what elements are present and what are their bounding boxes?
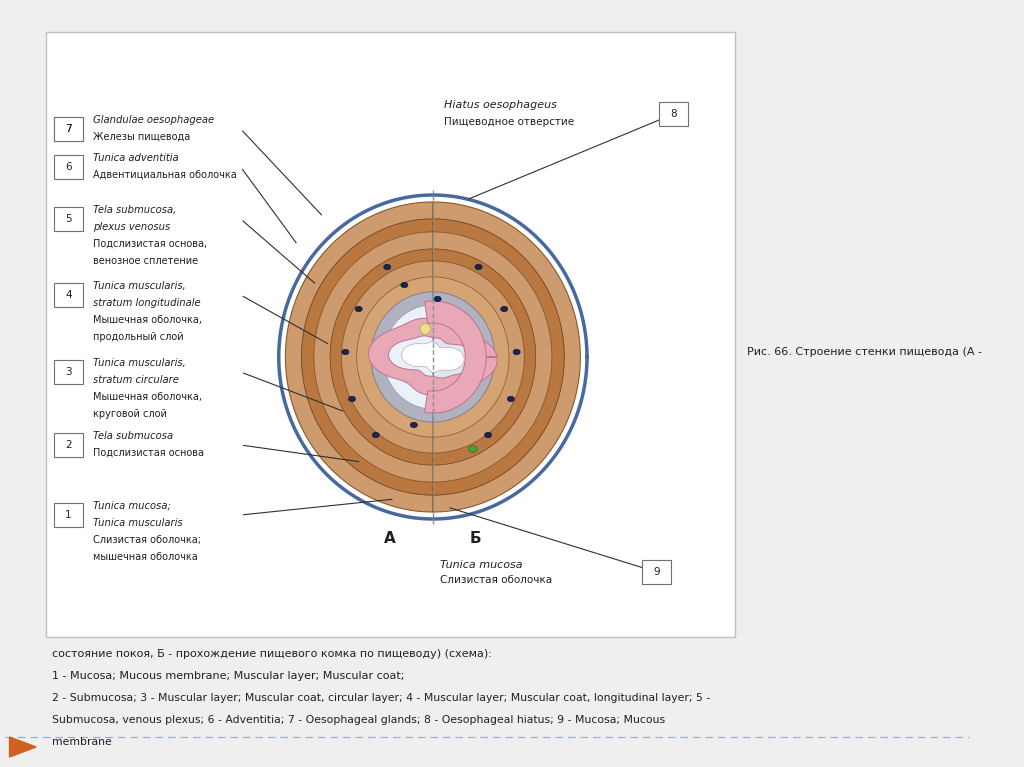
Polygon shape [433, 202, 581, 512]
Text: Б: Б [470, 531, 481, 546]
Text: Подслизистая основа: Подслизистая основа [93, 448, 204, 458]
Text: Submucosa, venous plexus; 6 - Adventitia; 7 - Oesophageal glands; 8 - Oesophagea: Submucosa, venous plexus; 6 - Adventitia… [52, 715, 666, 725]
Polygon shape [369, 318, 498, 396]
Text: Tunica muscularis,: Tunica muscularis, [93, 281, 186, 291]
Ellipse shape [400, 282, 408, 288]
Ellipse shape [513, 349, 520, 355]
Ellipse shape [411, 423, 418, 428]
FancyBboxPatch shape [54, 433, 83, 457]
Circle shape [420, 324, 430, 334]
Polygon shape [286, 202, 433, 512]
Text: stratum longitudinale: stratum longitudinale [93, 298, 201, 308]
Text: 4: 4 [66, 290, 72, 300]
Ellipse shape [469, 446, 477, 453]
Text: Tela submucosa,: Tela submucosa, [93, 205, 176, 215]
Text: 1: 1 [66, 510, 72, 520]
FancyBboxPatch shape [54, 360, 83, 384]
Text: membrane: membrane [52, 737, 112, 747]
Text: Пищеводное отверстие: Пищеводное отверстие [444, 117, 574, 127]
Polygon shape [433, 292, 495, 422]
Text: 8: 8 [671, 109, 677, 119]
Ellipse shape [507, 397, 514, 402]
Text: круговой слой: круговой слой [93, 409, 167, 419]
Polygon shape [433, 261, 524, 453]
Text: Tunica muscularis,: Tunica muscularis, [93, 358, 186, 368]
Text: Подслизистая основа,: Подслизистая основа, [93, 239, 208, 249]
Text: 7: 7 [66, 124, 72, 134]
Text: Glandulae oesophageae: Glandulae oesophageae [93, 115, 214, 125]
FancyBboxPatch shape [54, 207, 83, 231]
FancyBboxPatch shape [54, 117, 83, 141]
Ellipse shape [348, 397, 355, 402]
Polygon shape [9, 737, 36, 757]
Ellipse shape [484, 433, 492, 438]
FancyBboxPatch shape [54, 155, 83, 179]
Text: 3: 3 [66, 367, 72, 377]
Polygon shape [433, 232, 552, 482]
Text: Слизистая оболочка;: Слизистая оболочка; [93, 535, 202, 545]
FancyBboxPatch shape [54, 117, 83, 141]
FancyBboxPatch shape [54, 503, 83, 527]
Polygon shape [302, 219, 433, 495]
Text: stratum circulare: stratum circulare [93, 375, 179, 385]
Text: Tela submucosa: Tela submucosa [93, 431, 173, 441]
Text: Hiatus oesophageus: Hiatus oesophageus [444, 100, 557, 110]
Text: Мышечная оболочка,: Мышечная оболочка, [93, 315, 202, 325]
Text: Адвентициальная оболочка: Адвентициальная оболочка [93, 170, 237, 180]
FancyBboxPatch shape [46, 32, 735, 637]
Polygon shape [356, 277, 433, 437]
Polygon shape [314, 232, 433, 482]
Text: 9: 9 [653, 567, 659, 577]
Text: 5: 5 [66, 214, 72, 224]
Text: состояние покоя, Б - прохождение пищевого комка по пищеводу) (схема):: состояние покоя, Б - прохождение пищевог… [52, 649, 493, 659]
Polygon shape [371, 292, 433, 422]
FancyBboxPatch shape [659, 102, 688, 126]
Text: Рис. 66. Строение стенки пищевода (А -: Рис. 66. Строение стенки пищевода (А - [746, 347, 982, 357]
Polygon shape [342, 261, 433, 453]
Text: Tunica mucosa: Tunica mucosa [440, 560, 523, 570]
Text: 6: 6 [66, 162, 72, 172]
Text: продольный слой: продольный слой [93, 332, 184, 342]
Text: 2 - Submucosa; 3 - Muscular layer; Muscular coat, circular layer; 4 - Muscular l: 2 - Submucosa; 3 - Muscular layer; Muscu… [52, 693, 711, 703]
Text: plexus venosus: plexus venosus [93, 222, 170, 232]
Ellipse shape [384, 265, 391, 270]
Polygon shape [425, 301, 486, 413]
Text: Железы пищевода: Железы пищевода [93, 132, 190, 142]
FancyBboxPatch shape [642, 560, 671, 584]
Ellipse shape [434, 296, 441, 301]
Text: мышечная оболочка: мышечная оболочка [93, 552, 198, 562]
Ellipse shape [373, 433, 379, 438]
Text: 7: 7 [66, 124, 72, 134]
Text: 1 - Mucosa; Mucous membrane; Muscular layer; Muscular coat;: 1 - Mucosa; Mucous membrane; Muscular la… [52, 671, 404, 681]
Polygon shape [330, 249, 433, 465]
Text: Tunica mucosa;: Tunica mucosa; [93, 501, 171, 511]
Ellipse shape [355, 306, 362, 311]
Text: А: А [384, 531, 396, 546]
Text: Слизистая оболочка: Слизистая оболочка [440, 575, 553, 585]
Text: Мышечная оболочка,: Мышечная оболочка, [93, 392, 202, 402]
Polygon shape [401, 341, 464, 372]
Polygon shape [383, 305, 433, 409]
Ellipse shape [475, 265, 482, 270]
Text: 2: 2 [66, 440, 72, 450]
Ellipse shape [501, 306, 508, 311]
Text: венозное сплетение: венозное сплетение [93, 256, 199, 266]
Polygon shape [433, 249, 536, 465]
Text: Tunica muscularis: Tunica muscularis [93, 518, 183, 528]
FancyBboxPatch shape [54, 283, 83, 307]
Ellipse shape [342, 349, 349, 355]
Polygon shape [433, 277, 509, 437]
Text: Tunica adventitia: Tunica adventitia [93, 153, 179, 163]
Polygon shape [433, 219, 564, 495]
Polygon shape [433, 305, 482, 409]
